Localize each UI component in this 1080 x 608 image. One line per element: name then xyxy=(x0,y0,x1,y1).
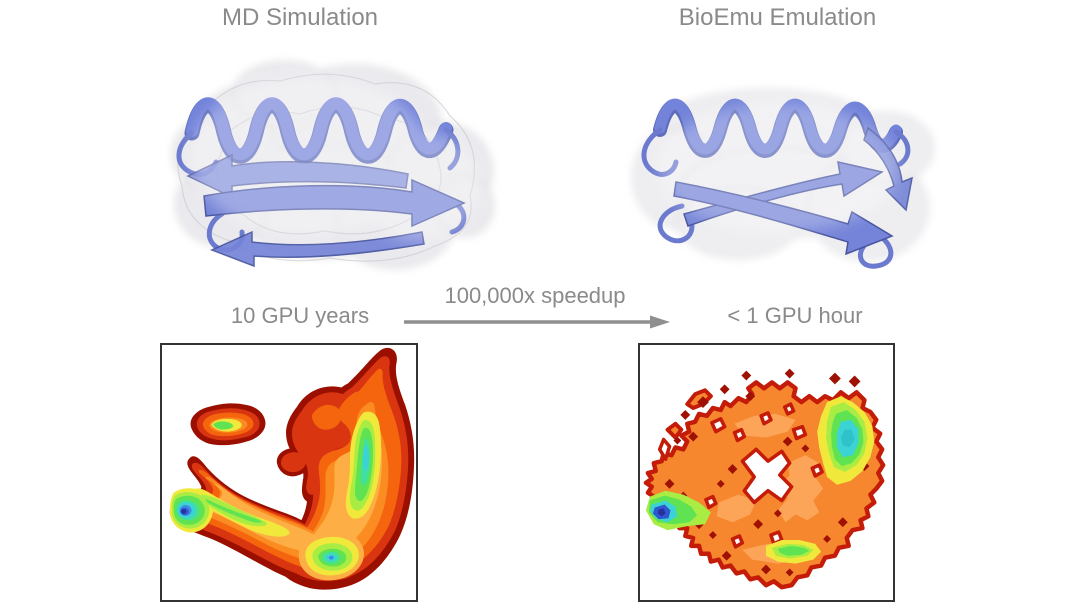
bioemu-cost-label: < 1 GPU hour xyxy=(727,303,863,328)
bioemu-protein-structure xyxy=(632,89,934,269)
bioemu-contour-map xyxy=(643,368,886,590)
bioemu-free-energy-plot xyxy=(638,343,895,602)
arrow-right-icon xyxy=(404,315,670,329)
bioemu-title: BioEmu Emulation xyxy=(678,4,877,31)
md-title: MD Simulation xyxy=(221,4,379,31)
noisy-holes xyxy=(657,402,824,549)
bioemu-left-basin xyxy=(645,490,711,531)
md-free-energy-plot xyxy=(160,343,418,602)
noisy-inner-region xyxy=(716,413,824,564)
md-contour-map xyxy=(169,347,415,590)
bioemu-bottom-basin xyxy=(766,539,822,564)
bioemu-surface-sheen xyxy=(658,103,898,233)
md-surface-sheen xyxy=(190,76,480,241)
md-cost-label: 10 GPU years xyxy=(230,303,370,328)
contour-deep-basin xyxy=(179,504,334,560)
md-protein-structure xyxy=(172,61,494,269)
speedup-label: 100,000x speedup xyxy=(444,283,626,308)
bioemu-right-basin xyxy=(817,396,875,485)
